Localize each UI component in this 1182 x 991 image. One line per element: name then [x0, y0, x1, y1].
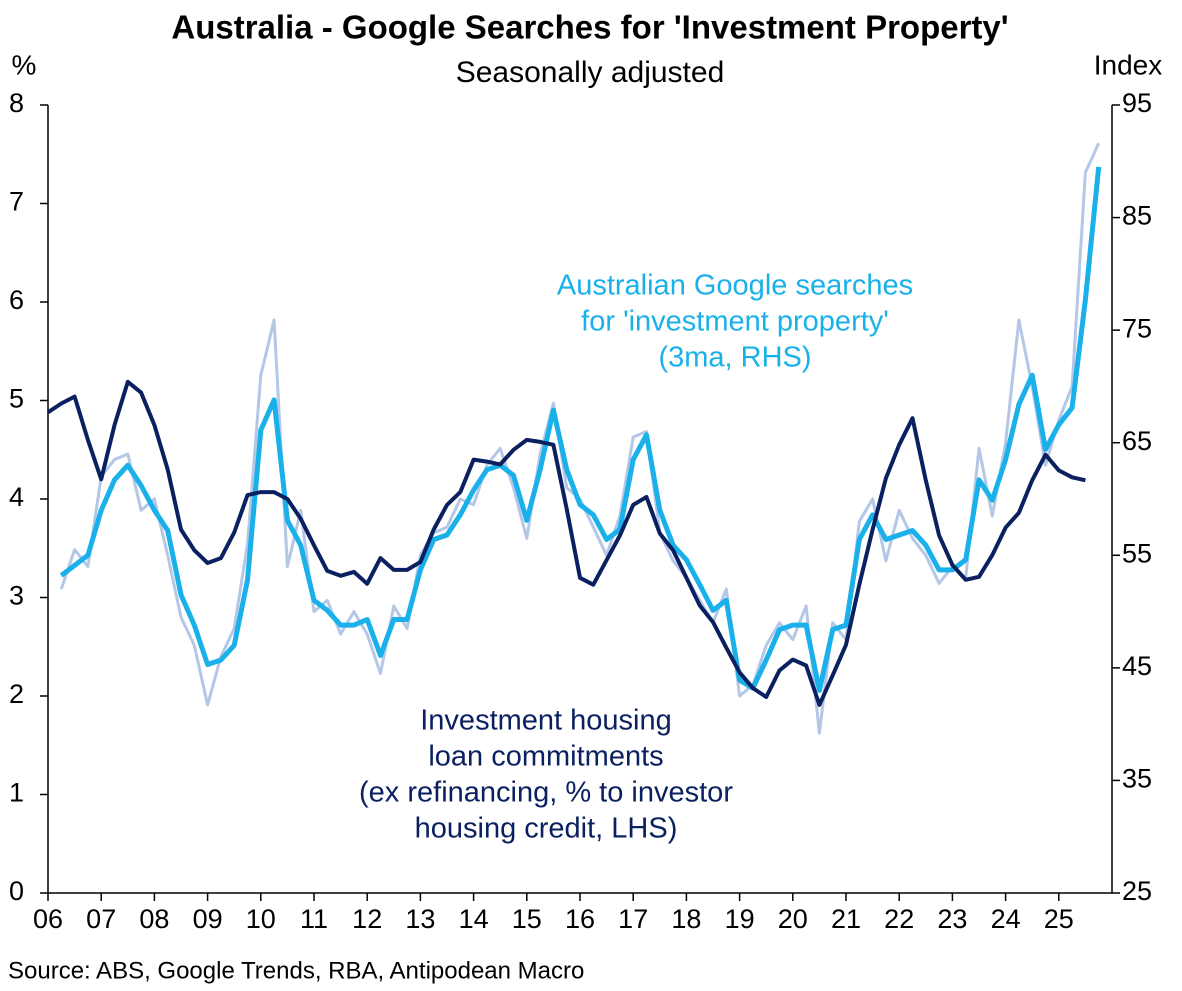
y-tick-label: 4: [9, 482, 24, 512]
y-tick-label: 2: [9, 679, 24, 709]
x-tick-label: 09: [193, 904, 223, 934]
y2-tick-label: 25: [1122, 876, 1152, 906]
x-tick-label: 16: [565, 904, 595, 934]
annotation: housing credit, LHS): [415, 813, 678, 845]
series-line: [46, 379, 1086, 707]
x-tick-label: 21: [831, 904, 861, 934]
annotation: (3ma, RHS): [658, 342, 811, 374]
x-tick-label: 14: [459, 904, 489, 934]
x-tick-label: 20: [778, 904, 808, 934]
y-tick-label: 0: [9, 876, 24, 906]
x-tick-label: 22: [884, 904, 914, 934]
y2-tick-label: 95: [1122, 88, 1152, 118]
y2-tick-label: 55: [1122, 538, 1152, 568]
y2-tick-label: 35: [1122, 764, 1152, 794]
x-tick-label: 08: [139, 904, 169, 934]
y-tick-label: 5: [9, 384, 24, 414]
x-tick-label: 17: [618, 904, 648, 934]
x-tick-label: 25: [1044, 904, 1074, 934]
y-tick-label: 8: [9, 88, 24, 118]
x-tick-label: 15: [512, 904, 542, 934]
x-tick-label: 07: [86, 904, 116, 934]
x-tick-label: 11: [300, 904, 328, 934]
y2-tick-label: 75: [1122, 313, 1152, 343]
x-tick-label: 12: [352, 904, 382, 934]
x-tick-label: 06: [33, 904, 63, 934]
y-tick-label: 3: [9, 581, 24, 611]
x-tick-label: 19: [725, 904, 755, 934]
annotation: for 'investment property': [581, 306, 889, 338]
y-axis-label: %: [12, 49, 37, 80]
y-tick-label: 7: [9, 187, 24, 217]
annotation: loan commitments: [428, 741, 663, 773]
y-tick-label: 6: [9, 285, 24, 315]
y-tick-label: 1: [9, 778, 24, 808]
series-line: [59, 142, 1101, 735]
x-tick-label: 13: [405, 904, 435, 934]
y2-tick-label: 65: [1122, 426, 1152, 456]
annotation: Investment housing: [420, 705, 671, 737]
x-tick-label: 23: [937, 904, 967, 934]
x-tick-label: 18: [671, 904, 701, 934]
x-tick-label: 24: [991, 904, 1021, 934]
y2-tick-label: 45: [1122, 651, 1152, 681]
chart-title: Australia - Google Searches for 'Investm…: [171, 9, 1008, 46]
y2-tick-label: 85: [1122, 201, 1152, 231]
annotation: Australian Google searches: [557, 270, 913, 302]
series-line: [59, 166, 1102, 693]
annotation: (ex refinancing, % to investor: [359, 777, 733, 809]
source-note: Source: ABS, Google Trends, RBA, Antipod…: [8, 957, 584, 984]
chart-subtitle: Seasonally adjusted: [456, 56, 725, 89]
y2-axis-label: Index: [1094, 49, 1163, 80]
x-tick-label: 10: [246, 904, 276, 934]
